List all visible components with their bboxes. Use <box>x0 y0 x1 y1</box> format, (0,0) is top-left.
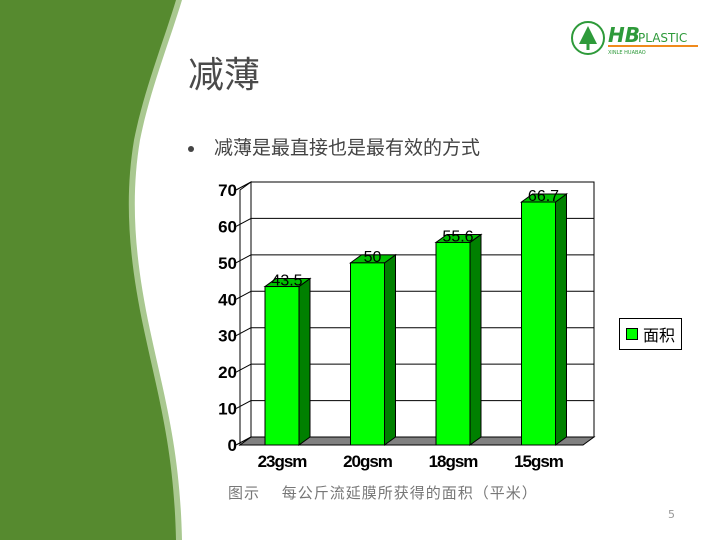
bar-side <box>469 233 482 446</box>
y-tick <box>235 327 252 337</box>
legend-label: 面积 <box>643 326 676 345</box>
y-tick-label: 30 <box>218 327 237 346</box>
y-tick <box>235 217 252 227</box>
svg-text:XINLE HUABAO: XINLE HUABAO <box>608 50 646 56</box>
bullet-item: 减薄是最直接也是最有效的方式 <box>188 133 480 160</box>
bullet-dot <box>188 146 194 152</box>
chart-caption: 图示 每公斤流延膜所获得的面积（平米） <box>228 484 538 502</box>
x-tick-label: 20gsm <box>343 452 393 471</box>
y-tick <box>235 254 252 264</box>
data-label: 66.7 <box>528 188 559 205</box>
bar-side <box>555 193 567 446</box>
y-tick-label: 50 <box>218 254 237 273</box>
data-label: 55.6 <box>442 228 473 245</box>
x-tick-label: 15gsm <box>514 452 564 471</box>
bar <box>350 262 385 446</box>
y-tick <box>235 290 252 300</box>
y-tick-label: 10 <box>218 400 237 419</box>
legend-swatch <box>626 328 638 340</box>
data-label: 43.5 <box>271 273 302 290</box>
y-tick <box>235 363 252 373</box>
bar <box>264 286 300 446</box>
y-tick <box>235 436 252 446</box>
company-logo: HB PLASTIC XINLE HUABAO <box>571 21 698 56</box>
x-tick-label: 18gsm <box>429 452 479 471</box>
y-tick <box>235 181 252 191</box>
data-label: 50 <box>364 249 382 266</box>
svg-text:PLASTIC: PLASTIC <box>638 31 687 45</box>
y-tick-label: 70 <box>218 181 237 200</box>
y-tick-label: 40 <box>218 290 237 309</box>
bullet-text: 减薄是最直接也是最有效的方式 <box>214 137 481 159</box>
y-tick <box>235 400 252 410</box>
page-number: 5 <box>668 508 675 521</box>
y-tick-label: 0 <box>228 436 237 455</box>
chart-legend: 面积 <box>619 318 683 350</box>
y-tick-label: 20 <box>218 363 237 382</box>
svg-text:HB: HB <box>608 23 640 47</box>
x-tick-label: 23gsm <box>258 452 308 471</box>
bar <box>435 241 471 446</box>
bar-side <box>384 253 396 446</box>
y-tick-label: 60 <box>218 217 237 236</box>
bar <box>521 201 556 446</box>
bar-side <box>298 277 311 446</box>
slide-title: 减薄 <box>188 55 261 96</box>
